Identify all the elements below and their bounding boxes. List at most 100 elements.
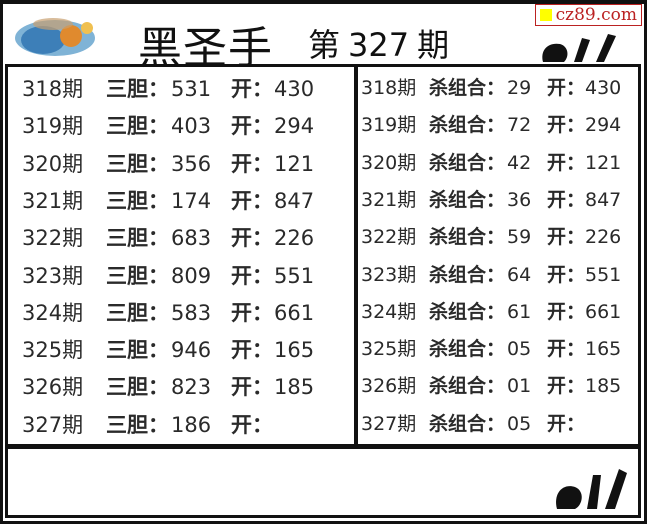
period-label: 319期: [22, 114, 84, 139]
open-value: 661: [274, 300, 315, 325]
pick-value: 72: [507, 114, 532, 137]
period-label: 320期: [22, 151, 84, 176]
header: 黑圣手 第 327 期 cz89.com: [3, 4, 644, 74]
pick-value: 946: [171, 338, 212, 363]
pick-value: 61: [507, 300, 532, 323]
pick-value: 05: [507, 412, 532, 435]
open-value: 121: [274, 151, 315, 176]
period-label: 325期: [361, 338, 417, 361]
pick-value: 809: [171, 263, 212, 288]
pick-label: 三胆：: [106, 412, 169, 437]
pick-label: 三胆：: [106, 338, 169, 363]
open-label: 开：: [547, 77, 586, 99]
pick-label: 杀组合：: [429, 114, 506, 137]
issue-prefix: 第: [308, 26, 341, 64]
table-row: 323期 杀组合： 64 开： 551: [361, 264, 633, 287]
pick-value: 531: [171, 77, 212, 101]
pick-value: 583: [171, 300, 212, 325]
open-label: 开：: [231, 338, 273, 363]
pick-label: 三胆：: [106, 151, 169, 176]
period-label: 320期: [361, 151, 417, 174]
globe-logo-icon: [15, 18, 95, 56]
pick-label: 杀组合：: [429, 412, 506, 435]
pick-label: 三胆：: [106, 188, 169, 213]
table-row: 323期 三胆： 809 开： 551: [22, 264, 334, 289]
open-value: 185: [585, 375, 622, 398]
open-label: 开：: [231, 300, 273, 325]
table-row: 321期 三胆： 174 开： 847: [22, 189, 334, 214]
pick-label: 三胆：: [106, 77, 169, 101]
three-dan-panel: 318期 三胆： 531 开： 430 319期 三胆： 403 开： 294 320期 三胆： 356…: [5, 64, 357, 447]
pick-label: 三胆：: [106, 114, 169, 139]
table-row: 325期 三胆： 946 开： 165: [22, 338, 334, 363]
table-row: 320期 三胆： 356 开： 121: [22, 152, 334, 177]
pick-value: 186: [171, 412, 212, 437]
open-value: 847: [585, 188, 622, 211]
open-label: 开：: [231, 226, 273, 251]
pick-label: 三胆：: [106, 226, 169, 251]
ok-hand-icon: [542, 34, 616, 62]
open-value: 551: [585, 263, 622, 286]
period-label: 327期: [361, 412, 417, 435]
period-label: 327期: [22, 412, 84, 437]
table-row: 319期 杀组合： 72 开： 294: [361, 114, 633, 137]
pick-label: 杀组合：: [429, 77, 506, 99]
open-value: 165: [585, 338, 622, 361]
open-label: 开：: [547, 114, 586, 137]
pick-label: 杀组合：: [429, 263, 506, 286]
open-label: 开：: [547, 412, 586, 435]
table-row: 324期 三胆： 583 开： 661: [22, 301, 334, 326]
table-row: 324期 杀组合： 61 开： 661: [361, 301, 633, 324]
table-row: 319期 三胆： 403 开： 294: [22, 114, 334, 139]
open-value: 165: [274, 338, 315, 363]
period-label: 318期: [22, 77, 84, 101]
open-label: 开：: [231, 263, 273, 288]
pick-label: 杀组合：: [429, 338, 506, 361]
table-row: 322期 杀组合： 59 开： 226: [361, 226, 633, 249]
open-label: 开：: [547, 263, 586, 286]
issue-number-value: 327: [348, 26, 410, 64]
pick-value: 29: [507, 77, 532, 99]
issue-suffix: 期: [417, 26, 450, 64]
pick-label: 杀组合：: [429, 375, 506, 398]
open-label: 开：: [547, 151, 586, 174]
open-label: 开：: [547, 188, 586, 211]
table-row: 320期 杀组合： 42 开： 121: [361, 152, 633, 175]
period-label: 318期: [361, 77, 417, 99]
open-value: 430: [274, 77, 315, 101]
kill-combo-panel: 318期 杀组合： 29 开： 430 319期 杀组合： 72 开： 294 320期 杀组合： 42…: [356, 64, 641, 447]
open-value: [585, 413, 633, 436]
pick-label: 杀组合：: [429, 300, 506, 323]
table-row: 322期 三胆： 683 开： 226: [22, 226, 334, 251]
open-label: 开：: [231, 412, 273, 437]
ok-hand-icon: [556, 469, 627, 509]
open-value: 294: [585, 114, 622, 137]
table-row: 321期 杀组合： 36 开： 847: [361, 189, 633, 212]
period-label: 321期: [22, 188, 84, 213]
pick-value: 823: [171, 375, 212, 400]
open-label: 开：: [231, 151, 273, 176]
table-row: 326期 杀组合： 01 开： 185: [361, 375, 633, 398]
period-label: 322期: [361, 226, 417, 249]
open-label: 开：: [231, 114, 273, 139]
pick-label: 杀组合：: [429, 151, 506, 174]
open-label: 开：: [231, 77, 273, 101]
pick-value: 05: [507, 338, 532, 361]
open-label: 开：: [547, 375, 586, 398]
table-row: 327期 三胆： 186 开：: [22, 413, 334, 438]
period-label: 325期: [22, 338, 84, 363]
footer-box: [5, 446, 641, 518]
table-row: 318期 三胆： 531 开： 430: [22, 77, 334, 102]
period-label: 319期: [361, 114, 417, 137]
pick-value: 174: [171, 188, 212, 213]
period-label: 322期: [22, 226, 84, 251]
table-row: 327期 杀组合： 05 开：: [361, 413, 633, 436]
period-label: 326期: [22, 375, 84, 400]
open-value: [274, 413, 334, 438]
open-value: 661: [585, 300, 622, 323]
period-label: 326期: [361, 375, 417, 398]
pick-value: 356: [171, 151, 212, 176]
period-label: 324期: [361, 300, 417, 323]
open-value: 226: [274, 226, 315, 251]
